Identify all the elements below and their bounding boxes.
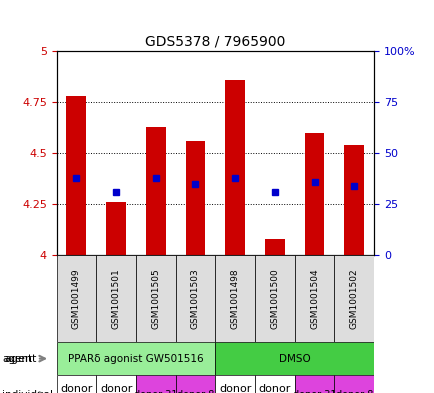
Text: donor
15: donor 15 — [100, 384, 132, 393]
Text: donor
12: donor 12 — [218, 384, 251, 393]
FancyBboxPatch shape — [254, 255, 294, 342]
Text: donor 31: donor 31 — [292, 390, 335, 393]
FancyBboxPatch shape — [215, 375, 254, 393]
Bar — [344, 145, 363, 255]
Bar — [106, 202, 126, 255]
Text: GSM1001501: GSM1001501 — [112, 268, 120, 329]
FancyBboxPatch shape — [215, 255, 254, 342]
Text: donor 8: donor 8 — [176, 390, 214, 393]
FancyBboxPatch shape — [175, 375, 215, 393]
Text: agent: agent — [4, 354, 36, 364]
FancyBboxPatch shape — [294, 375, 334, 393]
Bar — [66, 96, 86, 255]
Text: agent: agent — [2, 354, 32, 364]
Bar — [264, 239, 284, 255]
Text: donor
12: donor 12 — [60, 384, 92, 393]
FancyBboxPatch shape — [96, 375, 136, 393]
FancyBboxPatch shape — [215, 342, 373, 375]
Text: GSM1001502: GSM1001502 — [349, 268, 358, 329]
Text: PPARδ agonist GW501516: PPARδ agonist GW501516 — [68, 354, 203, 364]
FancyBboxPatch shape — [334, 255, 373, 342]
Text: donor 31: donor 31 — [134, 390, 177, 393]
Text: donor 8: donor 8 — [335, 390, 372, 393]
FancyBboxPatch shape — [56, 255, 96, 342]
FancyBboxPatch shape — [136, 255, 175, 342]
Text: DMSO: DMSO — [278, 354, 310, 364]
Text: GSM1001500: GSM1001500 — [270, 268, 279, 329]
Bar — [185, 141, 205, 255]
FancyBboxPatch shape — [96, 255, 136, 342]
Text: GSM1001504: GSM1001504 — [309, 268, 318, 329]
Bar — [145, 127, 165, 255]
Title: GDS5378 / 7965900: GDS5378 / 7965900 — [145, 35, 285, 48]
Bar — [304, 133, 324, 255]
Text: donor
15: donor 15 — [258, 384, 290, 393]
FancyBboxPatch shape — [254, 375, 294, 393]
FancyBboxPatch shape — [294, 255, 334, 342]
FancyBboxPatch shape — [334, 375, 373, 393]
FancyBboxPatch shape — [56, 342, 215, 375]
Text: individual: individual — [2, 390, 53, 393]
Text: GSM1001498: GSM1001498 — [230, 268, 239, 329]
FancyBboxPatch shape — [56, 375, 96, 393]
Text: GSM1001503: GSM1001503 — [191, 268, 200, 329]
FancyBboxPatch shape — [175, 255, 215, 342]
Text: GSM1001505: GSM1001505 — [151, 268, 160, 329]
Text: GSM1001499: GSM1001499 — [72, 268, 81, 329]
Bar — [225, 80, 244, 255]
FancyBboxPatch shape — [136, 375, 175, 393]
